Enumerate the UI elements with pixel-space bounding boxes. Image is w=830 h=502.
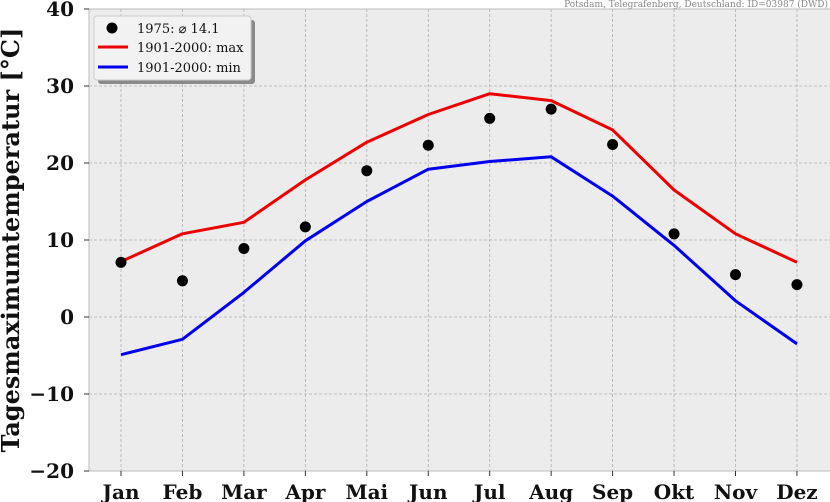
legend-label-min: 1901-2000: min: [137, 61, 242, 76]
axes: [84, 8, 830, 476]
y-tick-label: 40: [46, 0, 74, 21]
x-tick-label-sep: Sep: [592, 480, 633, 502]
data-point-aug: [545, 103, 557, 115]
data-point-jun: [422, 139, 434, 151]
data-point-feb: [176, 275, 188, 287]
x-tick-label-feb: Feb: [163, 480, 203, 502]
data-point-mai: [361, 165, 373, 177]
legend-box: [93, 15, 252, 81]
y-tick-label: 20: [46, 151, 74, 175]
x-tick-label-okt: Okt: [654, 480, 695, 502]
y-tick-labels: 40 30 20 10 0 −10 −20: [29, 0, 74, 483]
x-tick-label-mar: Mar: [221, 480, 267, 502]
series-line-1: [120, 92, 798, 264]
x-tick-label-mai: Mai: [345, 480, 388, 502]
legend-label-1975: 1975: ⌀ 14.1: [137, 22, 220, 37]
y-tick-label: 10: [46, 228, 74, 252]
legend-label-max: 1901-2000: max: [137, 41, 244, 56]
series-layer: [115, 92, 803, 357]
x-tick-label-dez: Dez: [776, 480, 817, 502]
x-tick-label-jun: Jun: [407, 480, 448, 502]
data-point-jan: [115, 256, 127, 268]
series-line-2: [120, 155, 798, 357]
y-tick-label: −20: [29, 459, 74, 483]
y-tick-label: −10: [29, 382, 74, 406]
y-tick-label: 0: [60, 305, 74, 329]
data-point-nov: [730, 269, 741, 281]
x-tick-label-nov: Nov: [714, 480, 759, 502]
data-point-mar: [238, 242, 250, 254]
x-tick-labels: Jan Feb Mar Apr Mai Jun Jul Aug Sep Okt Nov Dez: [101, 480, 818, 502]
data-point-dez: [791, 279, 803, 291]
y-tick-label: 30: [46, 74, 74, 98]
x-tick-label-aug: Aug: [528, 480, 573, 502]
data-point-sep: [607, 139, 619, 151]
y-axis-label: Tagesmaximumtemperatur [°C]: [0, 28, 25, 453]
data-point-jul: [484, 112, 496, 124]
x-tick-label-apr: Apr: [284, 480, 326, 502]
data-point-okt: [668, 228, 680, 240]
x-tick-label-jul: Jul: [472, 480, 506, 502]
source-note: Potsdam, Telegrafenberg, Deutschland: ID…: [564, 0, 828, 10]
legend-marker-1975: [106, 22, 118, 34]
data-point-apr: [299, 221, 311, 233]
x-tick-label-jan: Jan: [101, 480, 140, 502]
legend: 1975: ⌀ 14.1 1901-2000: max 1901-2000: m…: [93, 15, 255, 84]
